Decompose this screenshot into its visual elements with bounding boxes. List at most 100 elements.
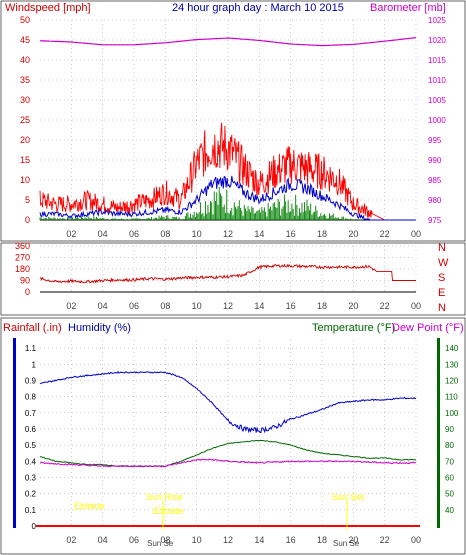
- compass-tick-label: N: [438, 302, 446, 314]
- wind-barometer-panel: Windspeed [mph] 24 hour graph day : Marc…: [0, 0, 466, 242]
- panel1-hour-ticks: 02 04 06 08 10 12 14 16 18 20 22 00: [66, 229, 421, 239]
- panel1-frame: [0, 0, 466, 242]
- panel2-hour-label: 08: [160, 301, 170, 311]
- barometer-tick-label: 1025: [428, 16, 446, 25]
- chart-title: 24 hour graph day : March 10 2015: [172, 2, 344, 14]
- sun-axis-label-1: Sun Se: [147, 539, 174, 548]
- barometer-tick-label: 975: [428, 216, 442, 225]
- panel2-hour-label: 00: [411, 301, 421, 311]
- barometer-line: [39, 37, 417, 47]
- panel3-hour-ticks: 02 04 06 08 10 12 14 16 18 20 22 00: [66, 535, 421, 545]
- temperature-tick-label: 60: [445, 473, 454, 482]
- panel2-hour-label: 14: [254, 301, 264, 311]
- rainfall-tick-label: 0.9: [25, 376, 37, 385]
- windspeed-tick-label: 35: [20, 75, 30, 85]
- temperature-tick-label: 80: [445, 441, 454, 450]
- barometer-tick-label: 1000: [428, 116, 446, 125]
- panel3-hour-label: 02: [66, 535, 76, 545]
- rainfall-tick-label: 0: [32, 522, 37, 531]
- barometer-tick-label: 980: [428, 196, 442, 205]
- direction-tick-label: 90: [20, 276, 30, 286]
- windspeed-tick-label: 50: [20, 15, 30, 25]
- panel3-hour-label: 10: [192, 535, 202, 545]
- windspeed-tick-label: 40: [20, 55, 30, 65]
- panel3-hour-label: 00: [411, 535, 421, 545]
- panel1-hour-label: 00: [411, 229, 421, 239]
- temperature-tick-label: 130: [445, 360, 459, 369]
- panel1-hour-label: 22: [380, 229, 390, 239]
- ebbtide-label-2: Ebbtide: [153, 506, 184, 516]
- panel1-hour-label: 06: [129, 229, 139, 239]
- panel2-hour-label: 16: [286, 301, 296, 311]
- windspeed-tick-label: 45: [20, 35, 30, 45]
- barometer-tick-label: 1005: [428, 96, 446, 105]
- direction-tick-label: 0: [25, 287, 30, 297]
- rainfall-tick-label: 1.1: [25, 344, 37, 353]
- rainfall-tick-label: 0.8: [25, 393, 37, 402]
- panel3-frame: [0, 317, 466, 555]
- panel2-hour-label: 10: [192, 301, 202, 311]
- ebbtide-label-1: Ebbtide: [74, 501, 105, 511]
- temperature-ticks: 40 50 60 70 80 90 100 110 120 130 140: [445, 344, 459, 515]
- barometer-tick-label: 990: [428, 156, 442, 165]
- rainfall-tick-label: 0.3: [25, 473, 37, 482]
- panel3-hour-label: 14: [254, 535, 264, 545]
- panel2-grid: [40, 245, 417, 293]
- sunset-label: Sun Set: [332, 492, 365, 502]
- compass-tick-label: N: [438, 242, 446, 254]
- rainfall-tick-label: 0.6: [25, 425, 37, 434]
- barometer-tick-label: 1020: [428, 36, 446, 45]
- sun-axis-label-2: Sun Se: [333, 539, 360, 548]
- panel1-hour-label: 10: [192, 229, 202, 239]
- panel1-hour-label: 16: [286, 229, 296, 239]
- panel2-frame: [0, 242, 466, 316]
- rainfall-label: Rainfall (.in): [3, 322, 62, 334]
- panel2-hour-label: 02: [66, 301, 76, 311]
- temperature-axis-bar: [437, 338, 440, 528]
- temperature-tick-label: 40: [445, 506, 454, 515]
- temperature-tick-label: 120: [445, 376, 459, 385]
- rain-humidity-temp-panel: Rainfall (.in) Humidity (%) Temperature …: [0, 317, 466, 555]
- panel2-series: [39, 263, 416, 284]
- panel3-hour-label: 20: [348, 535, 358, 545]
- temperature-line: [40, 439, 417, 468]
- rainfall-tick-label: 0.2: [25, 490, 37, 499]
- direction-tick-label: 360: [15, 241, 30, 251]
- barometer-ticks: 975 980 985 990 995 1000 1005 1010 1015 1020 1025: [428, 16, 446, 225]
- panel1-hour-label: 18: [317, 229, 327, 239]
- panel3-series: [36, 370, 420, 527]
- temperature-label: Temperature (°F): [312, 322, 395, 334]
- rainfall-ticks: 0 0.1 0.2 0.3 0.4 0.5 0.6 0.7 0.8 0.9 1 1.1: [25, 344, 37, 531]
- temperature-tick-label: 110: [445, 393, 458, 402]
- rainfall-tick-label: 0.5: [25, 441, 37, 450]
- windspeed-tick-label: 25: [20, 115, 30, 125]
- windspeed-tick-label: 10: [20, 175, 30, 185]
- humidity-label: Humidity (%): [68, 322, 131, 334]
- barometer-tick-label: 1010: [428, 76, 446, 85]
- temperature-tick-label: 90: [445, 425, 454, 434]
- rainfall-tick-label: 0.1: [25, 506, 37, 515]
- compass-tick-label: E: [438, 287, 445, 299]
- temperature-tick-label: 100: [445, 409, 459, 418]
- compass-tick-label: W: [438, 257, 449, 269]
- average-wind-line: [39, 175, 416, 222]
- windspeed-line: [39, 122, 416, 221]
- direction-tick-label: 270: [15, 253, 30, 263]
- windspeed-tick-label: 15: [20, 155, 30, 165]
- rainfall-tick-label: 1: [32, 360, 37, 369]
- panel1-series: [39, 37, 417, 222]
- barometer-label: Barometer [mb]: [370, 2, 446, 14]
- barometer-tick-label: 1015: [428, 56, 446, 65]
- panel3-hour-label: 16: [286, 535, 296, 545]
- temperature-tick-label: 140: [445, 344, 459, 353]
- direction-tick-label: 180: [15, 264, 30, 274]
- panel1-hour-label: 14: [254, 229, 264, 239]
- panel1-hour-label: 20: [348, 229, 358, 239]
- panel2-hour-ticks: 02 04 06 08 10 12 14 16 18 20 22 00: [66, 301, 421, 311]
- panel1-hour-label: 12: [223, 229, 233, 239]
- panel2-hour-label: 04: [98, 301, 108, 311]
- humidity-axis-bar: [13, 338, 16, 528]
- panel3-hour-label: 22: [380, 535, 390, 545]
- panel2-hour-label: 20: [348, 301, 358, 311]
